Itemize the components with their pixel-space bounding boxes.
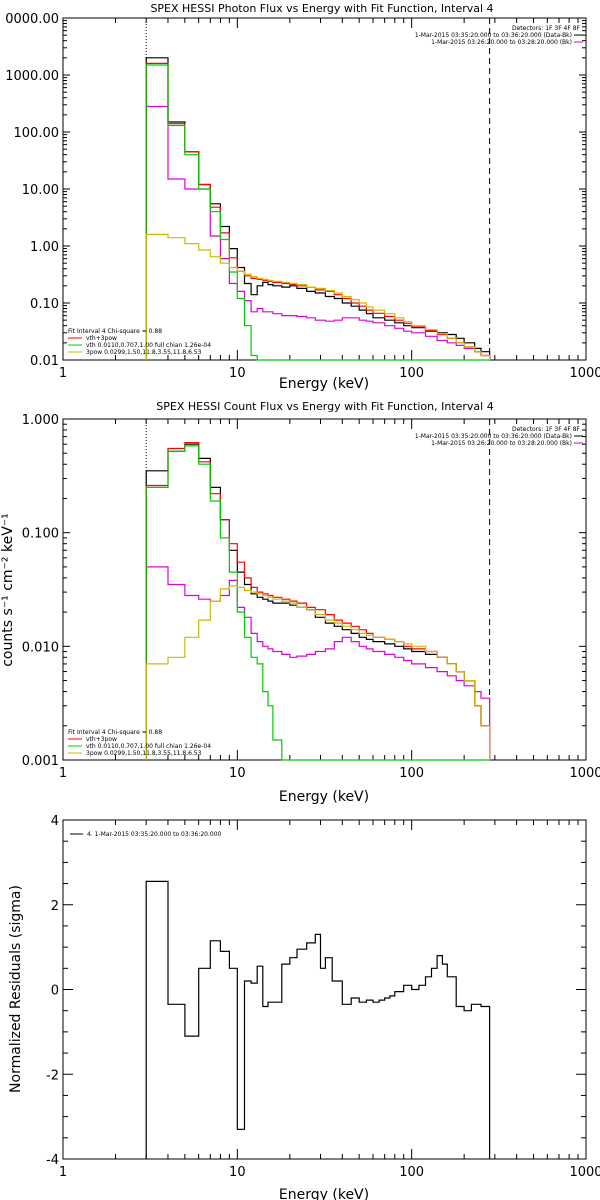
photon-flux-fit-vth: vth 0.0110,0.707,1.00 full chian 1.26e-0… xyxy=(86,342,211,349)
count-flux-series-vth xyxy=(145,445,490,761)
residuals-legend-label: 4. 1-Mar-2015 03:35:20.000 to 03:36:20.0… xyxy=(87,831,222,838)
count-flux-y-tick-label: 0.100 xyxy=(22,527,59,542)
count-flux-data-interval: 1-Mar-2015 03:35:20.000 to 03:36:20.000 … xyxy=(415,433,572,440)
count-flux-fit-header: Fit Interval 4 Chi-square = 0.88 xyxy=(68,729,162,736)
count-flux-y-ticks: 0.001 0.010 0.100 1.000 xyxy=(22,413,586,769)
count-flux-x-ticks: 1 10 100 1000 xyxy=(59,419,600,781)
residuals-y-tick-label: 2 xyxy=(51,899,59,914)
photon-flux-x-tick-label: 1000 xyxy=(569,366,600,381)
photon-flux-xlabel: Energy (keV) xyxy=(279,376,369,392)
photon-flux-y-tick-label: 0.01 xyxy=(30,354,59,369)
count-flux-y-tick-label: 1.000 xyxy=(22,413,59,428)
count-flux-vlines xyxy=(145,419,491,760)
photon-flux-bk-interval: 1-Mar-2015 03:26:20.000 to 03:28:20.000 … xyxy=(431,39,572,46)
count-flux-fit-block: Fit Interval 4 Chi-square = 0.88 vth+3po… xyxy=(68,729,211,757)
count-flux-xlabel: Energy (keV) xyxy=(279,789,369,805)
count-flux-fit-total: vth+3pow xyxy=(86,736,117,743)
count-flux-x-tick-label: 1 xyxy=(59,766,67,781)
photon-flux-y-tick-label: 1000.00 xyxy=(5,69,59,84)
count-flux-x-tick-label: 10 xyxy=(229,766,246,781)
photon-flux-series-total xyxy=(145,62,491,360)
residuals-xlabel: Energy (keV) xyxy=(279,1187,369,1200)
count-flux-x-tick-label: 1000 xyxy=(569,766,600,781)
photon-flux-fit-pow: 3pow 0.0299,1.50,11.8,3.55,11.8,6.53 xyxy=(86,349,202,356)
photon-flux-fit-header: Fit Interval 4 Chi-square = 0.88 xyxy=(68,328,162,335)
residuals-x-tick-label: 1000 xyxy=(569,1165,600,1180)
residuals-series xyxy=(145,880,491,1159)
photon-flux-x-tick-label: 1 xyxy=(59,366,67,381)
residuals-panel: Normalized Residuals (sigma) -4 -2 0 2 4 1 10… xyxy=(8,814,600,1200)
residuals-y-ticks: -4 -2 0 2 4 xyxy=(46,814,586,1168)
photon-flux-plot-frame xyxy=(62,17,587,361)
count-flux-panel: SPEX HESSI Count Flux vs Energy with Fit… xyxy=(0,400,600,805)
residuals-y-tick-label: 4 xyxy=(51,814,59,829)
count-flux-series-data xyxy=(145,443,491,760)
photon-flux-series-vth xyxy=(145,64,490,361)
photon-flux-y-ticks: 0.01 0.10 1.00 10.00 100.00 1000.00 0000.00 xyxy=(5,12,586,369)
photon-flux-panel: SPEX HESSI Photon Flux vs Energy with Fi… xyxy=(5,2,600,392)
residuals-x-tick-label: 100 xyxy=(399,1165,424,1180)
photon-flux-fit-block: Fit Interval 4 Chi-square = 0.88 vth+3po… xyxy=(68,328,211,356)
photon-flux-series xyxy=(145,57,491,361)
photon-flux-x-tick-label: 10 xyxy=(229,366,246,381)
residuals-x-tick-label: 1 xyxy=(59,1165,67,1180)
photon-flux-y-tick-label: 0.10 xyxy=(30,297,59,312)
photon-flux-x-tick-label: 100 xyxy=(399,366,424,381)
photon-flux-series-bk xyxy=(145,105,491,360)
photon-flux-title: SPEX HESSI Photon Flux vs Energy with Fi… xyxy=(150,2,493,15)
residuals-y-tick-label: 0 xyxy=(51,984,59,999)
residuals-series-data xyxy=(145,880,491,1159)
count-flux-bk-interval: 1-Mar-2015 03:26:20.000 to 03:28:20.000 … xyxy=(431,440,572,447)
count-flux-series-total xyxy=(145,442,491,760)
count-flux-fit-vth: vth 0.0110,0.707,1.00 full chian 1.26e-0… xyxy=(86,743,211,750)
residuals-y-tick-label: -2 xyxy=(46,1068,59,1083)
photon-flux-info-block: Detectors: 1F 3F 4F 8F 1-Mar-2015 03:35:… xyxy=(415,25,583,46)
photon-flux-series-pow xyxy=(145,233,491,360)
count-flux-x-tick-label: 100 xyxy=(399,766,424,781)
photon-flux-detectors: Detectors: 1F 3F 4F 8F xyxy=(512,25,581,32)
count-flux-ylabel: counts s⁻¹ cm⁻² keV⁻¹ xyxy=(0,513,16,667)
photon-flux-series-data xyxy=(145,57,491,360)
count-flux-y-tick-label: 0.010 xyxy=(22,640,59,655)
photon-flux-y-tick-label: 0000.00 xyxy=(5,12,59,27)
count-flux-y-tick-label: 0.001 xyxy=(22,754,59,769)
count-flux-info-block: Detectors: 1F 3F 4F 8F 1-Mar-2015 03:35:… xyxy=(415,426,583,447)
count-flux-plot-frame xyxy=(62,418,587,761)
residuals-ylabel: Normalized Residuals (sigma) xyxy=(8,885,24,1093)
residuals-plot-frame xyxy=(62,819,587,1160)
photon-flux-y-tick-label: 100.00 xyxy=(14,126,60,141)
count-flux-series xyxy=(145,442,491,761)
count-flux-title: SPEX HESSI Count Flux vs Energy with Fit… xyxy=(156,400,493,413)
count-flux-series-pow xyxy=(145,585,491,760)
count-flux-series-bk xyxy=(145,566,491,760)
residuals-x-ticks: 1 10 100 1000 xyxy=(59,820,600,1180)
photon-flux-data-interval: 1-Mar-2015 03:35:20.000 to 03:36:20.000 … xyxy=(415,32,572,39)
residuals-y-tick-label: -4 xyxy=(46,1153,59,1168)
photon-flux-y-tick-label: 1.00 xyxy=(30,240,59,255)
photon-flux-x-ticks: 1 10 100 1000 xyxy=(59,18,600,381)
photon-flux-y-tick-label: 10.00 xyxy=(22,183,59,198)
count-flux-fit-pow: 3pow 0.0299,1.50,11.8,3.55,11.8,6.53 xyxy=(86,750,202,757)
residuals-x-tick-label: 10 xyxy=(229,1165,246,1180)
photon-flux-fit-total: vth+3pow xyxy=(86,335,117,342)
count-flux-detectors: Detectors: 1F 3F 4F 8F xyxy=(512,426,581,433)
